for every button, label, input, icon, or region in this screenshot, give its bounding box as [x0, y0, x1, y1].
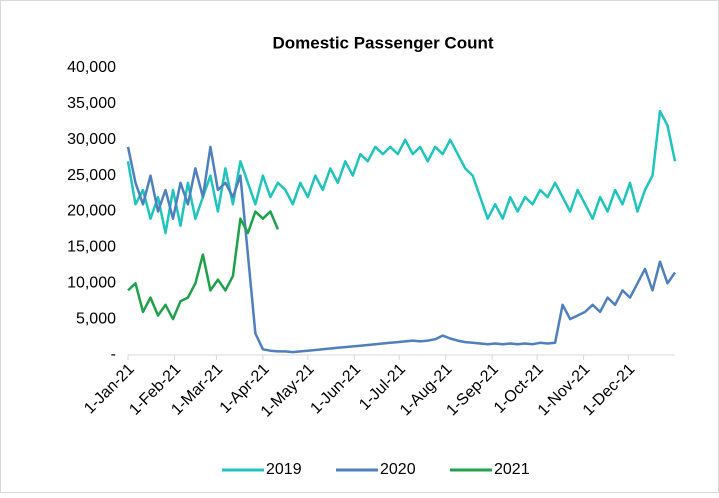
y-tick-label: 15,000	[67, 239, 116, 256]
series-line	[126, 145, 677, 354]
y-tick-label: 30,000	[67, 131, 116, 148]
y-tick-label: 35,000	[67, 95, 116, 112]
chart-title: Domestic Passenger Count	[272, 33, 493, 52]
legend-label: 2021	[494, 461, 530, 478]
series-line	[127, 210, 280, 321]
y-tick-label: 20,000	[67, 203, 116, 220]
y-tick-label: 5,000	[76, 310, 116, 327]
legend-label: 2019	[266, 461, 302, 478]
y-tick-label: 10,000	[67, 274, 116, 291]
series-line	[126, 109, 677, 235]
y-tick-label: 40,000	[67, 59, 116, 76]
legend-label: 2020	[380, 461, 416, 478]
y-tick-label: 25,000	[67, 167, 116, 184]
y-tick-label: -	[111, 346, 116, 363]
